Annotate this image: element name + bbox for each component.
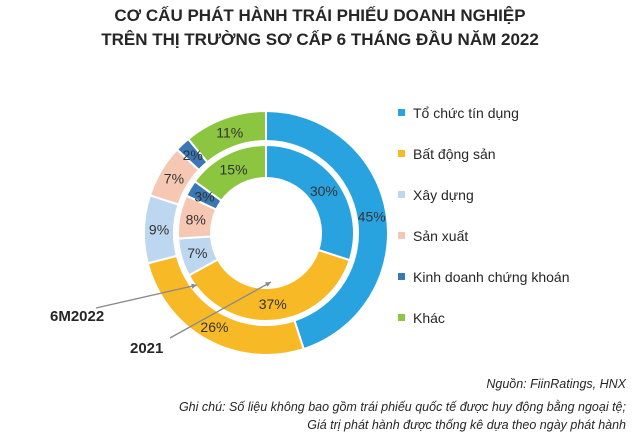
legend-label-4: Kinh doanh chứng khoán [413,268,570,285]
data-label-outer-3: 7% [164,171,184,187]
pointer-inner [169,281,272,339]
pointer-inner-head [265,282,271,287]
legend-label-3: Sản xuất [413,227,469,244]
data-label-outer-0: 45% [358,208,386,224]
slice-outer-0 [265,109,389,351]
chart-title: CƠ CẤU PHÁT HÀNH TRÁI PHIẾU DOANH NGHIỆP… [0,4,640,52]
data-label-inner-2: 7% [187,245,207,261]
data-label-inner-5: 15% [220,161,248,177]
legend-swatch-3 [398,232,405,239]
data-label-outer-1: 26% [200,319,228,335]
outer-series-label: 6M2022 [50,308,105,325]
data-label-outer-5: 11% [216,124,243,140]
data-label-outer-4: 2% [183,147,203,163]
note-line-2: Giá trị phát hành được thống kê dựa theo… [307,418,626,432]
legend-swatch-2 [398,191,405,198]
title-line-2: TRÊN THỊ TRƯỜNG SƠ CẤP 6 THÁNG ĐẦU NĂM 2… [101,30,539,49]
inner-series-label: 2021 [130,340,164,357]
legend-label-1: Bất động sản [413,145,496,162]
legend-item-2: Xây dựng [398,174,570,215]
legend-item-0: Tổ chức tín dụng [398,92,570,133]
legend-item-4: Kinh doanh chứng khoán [398,256,570,297]
legend-swatch-4 [398,273,405,280]
legend-item-5: Khác [398,297,570,338]
slice-inner-1 [187,248,351,322]
legend-item-1: Bất động sản [398,133,570,174]
slice-outer-5 [186,109,267,164]
legend-swatch-1 [398,150,405,157]
data-label-inner-0: 30% [310,183,338,199]
data-label-outer-2: 9% [149,222,169,238]
data-label-inner-4: 3% [194,189,214,205]
legend-label-0: Tổ chức tín dụng [413,104,519,121]
source-note: Nguồn: FiinRatings, HNX [486,377,626,391]
legend-item-3: Sản xuất [398,215,570,256]
pointer-outer-head [191,283,197,289]
data-label-inner-3: 8% [186,212,206,228]
slice-inner-5 [193,143,267,203]
legend-swatch-0 [398,109,405,116]
pointer-outer [95,284,198,309]
data-label-inner-1: 37% [259,296,287,312]
legend-label-5: Khác [413,309,445,326]
note-line-1: Ghi chú: Số liệu không bao gồm trái phiế… [178,400,626,414]
title-line-1: CƠ CẤU PHÁT HÀNH TRÁI PHIẾU DOANH NGHIỆP [114,6,526,25]
legend-label-2: Xây dựng [413,186,474,203]
legend: Tổ chức tín dụng Bất động sản Xây dựng Sản … [398,92,570,338]
legend-swatch-5 [398,314,405,321]
slice-inner-0 [265,143,355,262]
